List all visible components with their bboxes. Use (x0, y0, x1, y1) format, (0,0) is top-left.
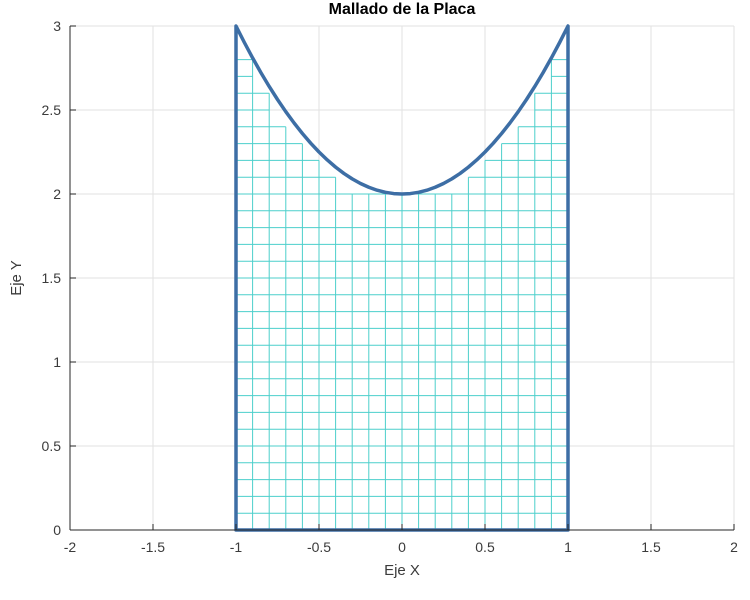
x-tick-label: -2 (64, 539, 77, 555)
x-axis-label: Eje X (384, 562, 420, 579)
x-tick-label: 1.5 (641, 539, 661, 555)
tick-labels: -2 -1.5 -1 -0.5 0 0.5 1 1.5 2 0 0.5 1 1.5 2 2.5 3 (42, 18, 739, 555)
y-tick-label: 0.5 (42, 438, 62, 454)
x-tick-label: -0.5 (307, 539, 331, 555)
y-tick-label: 3 (53, 18, 61, 34)
y-tick-label: 2 (53, 186, 61, 202)
x-tick-label: 1 (564, 539, 572, 555)
y-tick-label: 0 (53, 522, 61, 538)
x-tick-label: -1.5 (141, 539, 165, 555)
mesh-lines (235, 59, 569, 530)
x-tick-label: 2 (730, 539, 738, 555)
y-tick-label: 1 (53, 354, 61, 370)
x-tick-label: 0 (398, 539, 406, 555)
axes (69, 25, 735, 531)
x-tick-label: -1 (230, 539, 243, 555)
y-tick-label: 1.5 (42, 270, 62, 286)
x-tick-label: 0.5 (475, 539, 495, 555)
plate-boundary-path (234, 24, 570, 532)
chart-title: Mallado de la Placa (328, 1, 476, 18)
y-axis-label: Eje Y (8, 260, 25, 296)
y-tick-label: 2.5 (42, 102, 62, 118)
plate-boundary-curve (234, 24, 570, 532)
